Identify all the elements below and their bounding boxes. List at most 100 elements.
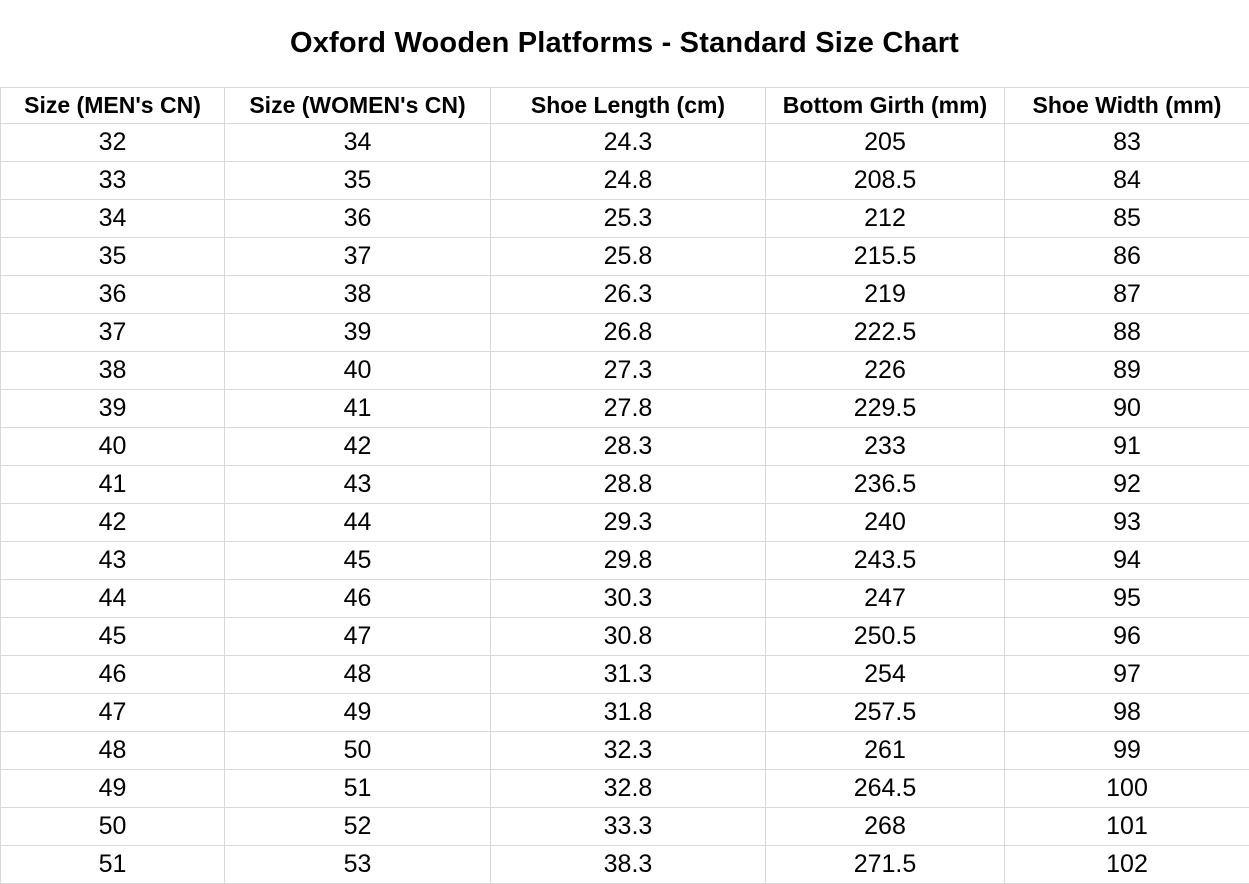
table-cell: 48 (225, 656, 491, 694)
table-cell: 229.5 (766, 390, 1005, 428)
table-cell: 205 (766, 124, 1005, 162)
table-cell: 257.5 (766, 694, 1005, 732)
table-cell: 28.8 (491, 466, 766, 504)
table-cell: 247 (766, 580, 1005, 618)
table-cell: 30.3 (491, 580, 766, 618)
table-cell: 35 (225, 162, 491, 200)
table-cell: 32.3 (491, 732, 766, 770)
table-cell: 51 (1, 846, 225, 884)
table-cell: 28.3 (491, 428, 766, 466)
table-cell: 240 (766, 504, 1005, 542)
table-cell: 86 (1005, 238, 1249, 276)
table-cell: 36 (225, 200, 491, 238)
table-cell: 84 (1005, 162, 1249, 200)
table-cell: 45 (1, 618, 225, 656)
table-cell: 254 (766, 656, 1005, 694)
table-cell: 37 (225, 238, 491, 276)
table-cell: 233 (766, 428, 1005, 466)
table-cell: 250.5 (766, 618, 1005, 656)
table-cell: 236.5 (766, 466, 1005, 504)
table-cell: 44 (1, 580, 225, 618)
table-cell: 95 (1005, 580, 1249, 618)
table-cell: 215.5 (766, 238, 1005, 276)
table-cell: 83 (1005, 124, 1249, 162)
table-cell: 32 (1, 124, 225, 162)
table-cell: 40 (1, 428, 225, 466)
page-title: Oxford Wooden Platforms - Standard Size … (0, 0, 1249, 87)
table-cell: 268 (766, 808, 1005, 846)
table-cell: 50 (1, 808, 225, 846)
table-cell: 25.3 (491, 200, 766, 238)
table-cell: 222.5 (766, 314, 1005, 352)
table-cell: 32.8 (491, 770, 766, 808)
table-cell: 88 (1005, 314, 1249, 352)
table-cell: 97 (1005, 656, 1249, 694)
table-cell: 87 (1005, 276, 1249, 314)
table-cell: 26.3 (491, 276, 766, 314)
table-cell: 47 (225, 618, 491, 656)
table-cell: 41 (225, 390, 491, 428)
table-cell: 46 (1, 656, 225, 694)
table-cell: 30.8 (491, 618, 766, 656)
table-header-row: Size (MEN's CN)Size (WOMEN's CN)Shoe Len… (1, 88, 1249, 124)
table-cell: 24.8 (491, 162, 766, 200)
table-cell: 98 (1005, 694, 1249, 732)
table-cell: 51 (225, 770, 491, 808)
table-cell: 39 (1, 390, 225, 428)
table-cell: 100 (1005, 770, 1249, 808)
table-cell: 93 (1005, 504, 1249, 542)
table-cell: 45 (225, 542, 491, 580)
column-header-3: Bottom Girth (mm) (766, 88, 1005, 124)
table-cell: 89 (1005, 352, 1249, 390)
table-cell: 38.3 (491, 846, 766, 884)
column-header-4: Shoe Width (mm) (1005, 88, 1249, 124)
table-cell: 39 (225, 314, 491, 352)
table-cell: 243.5 (766, 542, 1005, 580)
table-cell: 24.3 (491, 124, 766, 162)
table-cell: 91 (1005, 428, 1249, 466)
table-cell: 35 (1, 238, 225, 276)
table-cell: 42 (225, 428, 491, 466)
table-cell: 49 (225, 694, 491, 732)
table-cell: 47 (1, 694, 225, 732)
table-cell: 43 (225, 466, 491, 504)
table-cell: 96 (1005, 618, 1249, 656)
table-cell: 41 (1, 466, 225, 504)
table-cell: 42 (1, 504, 225, 542)
column-header-2: Shoe Length (cm) (491, 88, 766, 124)
table-cell: 208.5 (766, 162, 1005, 200)
table-cell: 37 (1, 314, 225, 352)
table-cell: 27.8 (491, 390, 766, 428)
table-cell: 43 (1, 542, 225, 580)
table-cell: 26.8 (491, 314, 766, 352)
table-cell: 34 (225, 124, 491, 162)
table-cell: 271.5 (766, 846, 1005, 884)
table-cell: 92 (1005, 466, 1249, 504)
table-cell: 264.5 (766, 770, 1005, 808)
table-cell: 36 (1, 276, 225, 314)
table-cell: 48 (1, 732, 225, 770)
table-cell: 261 (766, 732, 1005, 770)
table-cell: 94 (1005, 542, 1249, 580)
table-cell: 27.3 (491, 352, 766, 390)
table-cell: 38 (1, 352, 225, 390)
table-cell: 29.8 (491, 542, 766, 580)
table-cell: 212 (766, 200, 1005, 238)
table-cell: 99 (1005, 732, 1249, 770)
table-cell: 33.3 (491, 808, 766, 846)
